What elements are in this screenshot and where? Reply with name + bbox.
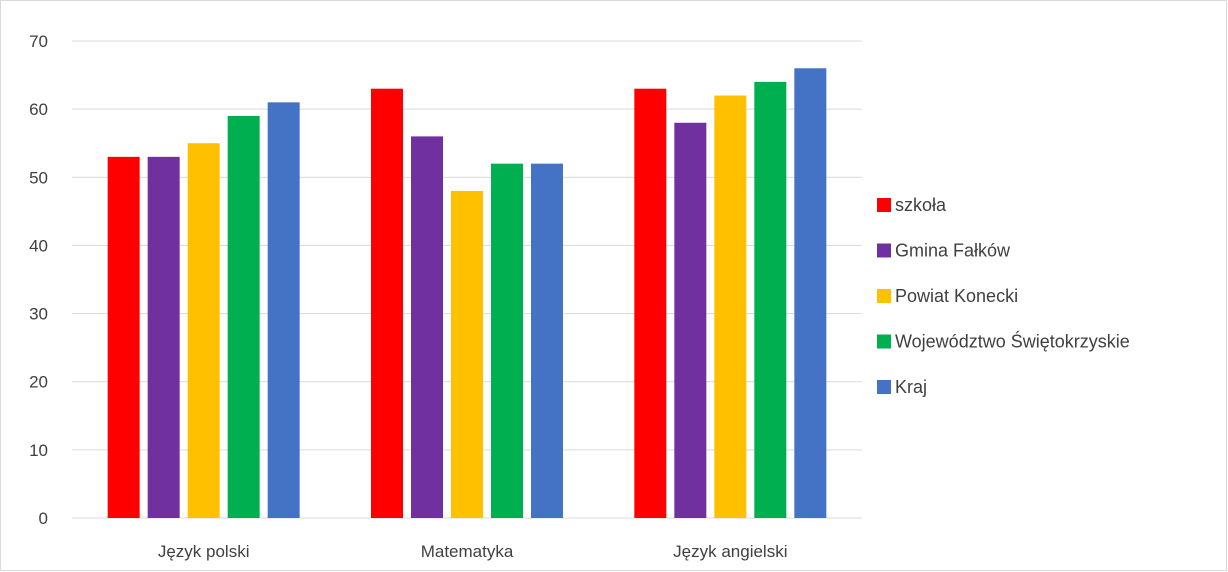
x-tick-label: Matematyka xyxy=(421,542,514,561)
y-tick-label: 20 xyxy=(29,373,48,392)
legend-swatch xyxy=(877,198,891,212)
bars xyxy=(107,68,827,519)
y-axis-ticks: 0 10 20 30 40 50 60 70 xyxy=(29,32,48,528)
y-tick-label: 10 xyxy=(29,441,48,460)
bar xyxy=(794,68,827,518)
y-tick-label: 60 xyxy=(29,100,48,119)
legend-label: szkoła xyxy=(895,195,947,215)
bar xyxy=(107,156,140,519)
bar xyxy=(267,102,300,518)
legend-label: Powiat Konecki xyxy=(895,286,1018,306)
y-tick-label: 70 xyxy=(29,32,48,51)
legend-label: Gmina Fałków xyxy=(895,241,1011,261)
x-tick-label: Język polski xyxy=(158,542,250,561)
bar xyxy=(634,88,667,518)
bar xyxy=(491,163,523,518)
bar xyxy=(451,190,483,518)
x-tick-label: Język angielski xyxy=(673,542,787,561)
bar xyxy=(714,95,747,518)
x-axis-ticks: Język polski Matematyka Język angielski xyxy=(158,542,788,561)
bar xyxy=(371,88,403,518)
legend-label: Kraj xyxy=(895,377,927,397)
y-tick-label: 30 xyxy=(29,305,48,324)
legend-swatch xyxy=(877,334,891,349)
bar xyxy=(674,122,707,519)
y-tick-label: 40 xyxy=(29,236,48,255)
bar xyxy=(531,163,563,518)
y-tick-label: 0 xyxy=(39,509,48,528)
bar xyxy=(147,156,180,519)
bar xyxy=(227,115,260,518)
legend-swatch xyxy=(877,243,891,258)
legend-swatch xyxy=(877,380,891,394)
legend-swatch xyxy=(877,289,891,303)
bar xyxy=(187,143,220,518)
legend: szkoła Gmina Fałków Powiat Konecki Wojewódz… xyxy=(877,195,1130,397)
legend-label: Województwo Świętokrzyskie xyxy=(895,331,1130,352)
bar xyxy=(411,136,443,518)
bar xyxy=(754,81,787,518)
y-tick-label: 50 xyxy=(29,168,48,187)
